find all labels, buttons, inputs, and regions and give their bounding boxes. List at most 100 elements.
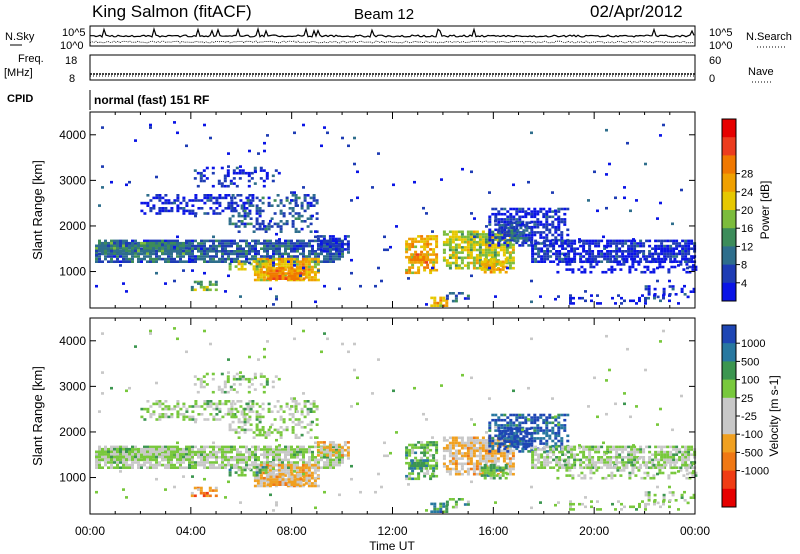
heatmap-cell [149,239,152,243]
heatmap-cell [615,250,619,253]
heatmap-cell [460,452,464,455]
heatmap-cell [612,242,616,245]
heatmap-cell [328,240,332,243]
freq-strip: Freq. [MHz] 18 8 60 0 Nave [4,53,774,85]
heatmap-cell [230,204,234,207]
heatmap-cell [302,453,305,456]
heatmap-cell [528,237,532,240]
heatmap-cell [322,240,326,243]
heatmap-cell [284,277,288,280]
heatmap-cell [290,242,293,245]
heatmap-cell [286,257,290,261]
heatmap-cell [448,459,452,463]
heatmap-cell [454,238,458,241]
heatmap-cell [337,443,341,447]
heatmap-cell [299,267,303,270]
heatmap-cell [579,244,583,248]
heatmap-cell [525,224,529,227]
heatmap-cell [212,196,216,200]
heatmap-cell [234,407,238,411]
heatmap-cell [152,455,155,459]
heatmap-cell [473,217,476,220]
heatmap-cell [460,230,464,234]
heatmap-cell [243,473,247,477]
heatmap-cell [263,255,266,258]
colorbar-segment [722,210,736,229]
heatmap-cell [340,451,344,455]
colorbar-segment [722,119,736,138]
heatmap-cell [566,228,570,232]
heatmap-cell [469,439,473,442]
heatmap-cell [687,260,691,263]
heatmap-cell [511,246,515,249]
heatmap-cell [332,257,335,261]
heatmap-cell [276,431,280,434]
heatmap-cell [545,424,549,427]
heatmap-cell [287,448,290,451]
heatmap-cell [635,199,638,202]
heatmap-cell [241,375,245,378]
heatmap-cell [433,301,437,305]
heatmap-cell [636,252,640,256]
heatmap-cell [205,383,209,386]
heatmap-cell [128,466,131,469]
heatmap-cell [530,426,534,430]
heatmap-cell [299,274,302,278]
heatmap-cell [98,466,101,469]
heatmap-cell [212,260,215,263]
heatmap-cell [496,457,500,460]
heatmap-cell [326,255,329,258]
heatmap-cell [633,252,637,256]
heatmap-cell [531,257,535,261]
heatmap-cell [191,445,194,449]
heatmap-cell [137,257,140,261]
heatmap-cell [227,450,230,454]
heatmap-cell [420,250,424,254]
heatmap-cell [128,447,131,451]
heatmap-cell [493,253,497,257]
heatmap-cell [484,446,488,450]
heatmap-cell [314,252,317,256]
heatmap-cell [491,207,495,211]
heatmap-cell [511,472,515,476]
heatmap-cell [236,400,240,403]
heatmap-cell [267,407,271,411]
heatmap-cell [188,199,192,202]
heatmap-cell [182,405,186,408]
heatmap-cell [128,453,131,456]
heatmap-cell [271,380,275,384]
heatmap-cell [155,255,158,258]
heatmap-cell [669,244,673,248]
heatmap-cell [494,228,498,232]
heatmap-cell [199,283,203,286]
heatmap-cell [164,247,167,250]
heatmap-cell [540,242,544,245]
heatmap-cell [506,429,510,432]
heatmap-cell [310,471,314,475]
heatmap-cell [268,257,272,261]
heatmap-cell [305,242,308,245]
heatmap-cell [326,461,329,464]
heatmap-cell [302,478,306,481]
heatmap-cell [632,238,635,241]
heatmap-cell [545,426,549,430]
heatmap-cell [483,469,487,472]
heatmap-cell [314,255,317,258]
heatmap-cell [488,437,492,440]
colorbar-segment [722,155,736,175]
heatmap-cell [233,413,237,416]
heatmap-cell [143,255,146,258]
heatmap-cell [338,461,341,464]
heatmap-cell [278,242,281,245]
heatmap-cell [609,239,613,243]
heatmap-cell [125,453,128,456]
heatmap-cell [307,268,311,271]
heatmap-cell [536,210,540,213]
heatmap-cell [137,450,140,454]
heatmap-cell [182,450,185,454]
heatmap-cell [432,469,436,473]
heatmap-cell [457,462,461,466]
heatmap-cell [314,445,317,449]
heatmap-cell [337,237,341,241]
heatmap-cell [439,296,443,300]
